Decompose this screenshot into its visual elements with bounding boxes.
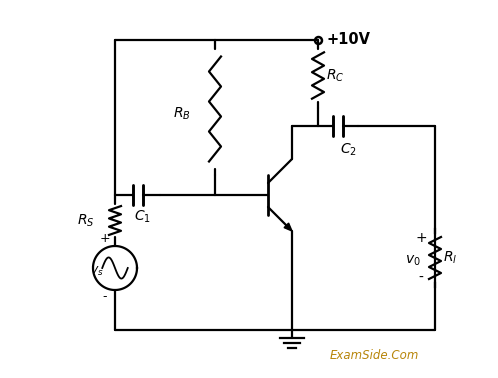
Text: $v_s$: $v_s$ [90,265,104,277]
Text: +: + [100,232,111,245]
Text: +: + [415,231,427,245]
Text: $R_B$: $R_B$ [173,106,191,122]
Text: ExamSide.Com: ExamSide.Com [330,349,419,362]
Text: -: - [103,291,107,304]
Polygon shape [284,223,292,231]
Text: +10V: +10V [326,33,370,48]
Text: $C_1$: $C_1$ [134,209,151,225]
Text: $R_S$: $R_S$ [77,212,95,229]
Text: $R_l$: $R_l$ [443,250,457,266]
Text: -: - [418,271,423,285]
Text: $R_C$: $R_C$ [326,67,345,84]
Text: $C_2$: $C_2$ [340,142,357,158]
Text: $v_0$: $v_0$ [405,254,421,268]
